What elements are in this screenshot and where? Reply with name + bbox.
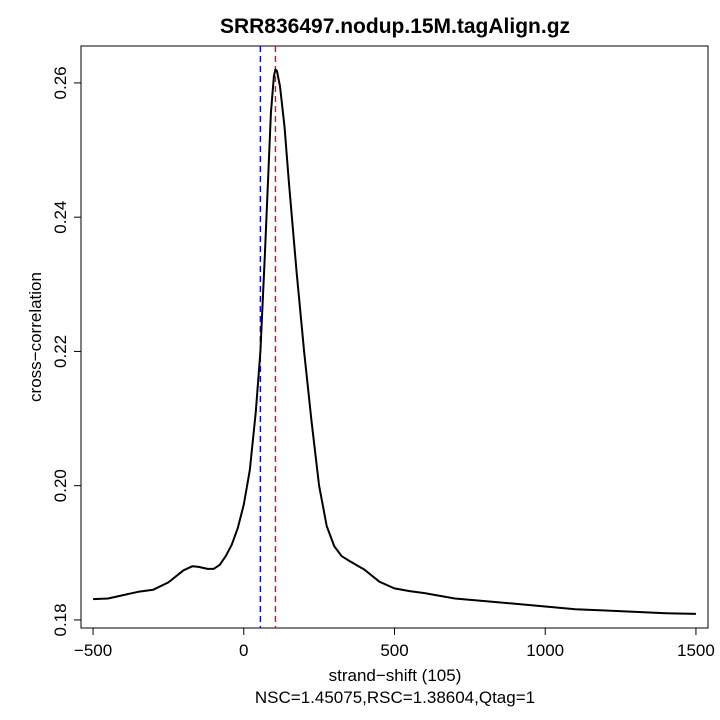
x-axis-title: strand−shift (105) — [329, 666, 462, 685]
chart-subtitle: NSC=1.45075,RSC=1.38604,Qtag=1 — [255, 688, 535, 707]
chart-title: SRR836497.nodup.15M.tagAlign.gz — [220, 15, 570, 38]
x-tick-label: 1500 — [677, 641, 715, 660]
y-tick-label: 0.18 — [51, 603, 70, 636]
y-tick-label: 0.24 — [51, 201, 70, 234]
x-tick-label: 0 — [239, 641, 248, 660]
cross-correlation-curve — [93, 68, 696, 615]
series-layer — [93, 68, 696, 615]
x-axis: −500 0 500 1000 1500 — [74, 627, 715, 660]
y-axis-title: cross−correlation — [26, 272, 45, 402]
y-tick-label: 0.22 — [51, 335, 70, 368]
y-axis: 0.18 0.20 0.22 0.24 0.26 — [51, 66, 82, 636]
x-tick-label: 1000 — [526, 641, 564, 660]
x-tick-label: 500 — [380, 641, 408, 660]
y-tick-label: 0.26 — [51, 66, 70, 99]
x-tick-label: −500 — [74, 641, 112, 660]
y-tick-label: 0.20 — [51, 469, 70, 502]
